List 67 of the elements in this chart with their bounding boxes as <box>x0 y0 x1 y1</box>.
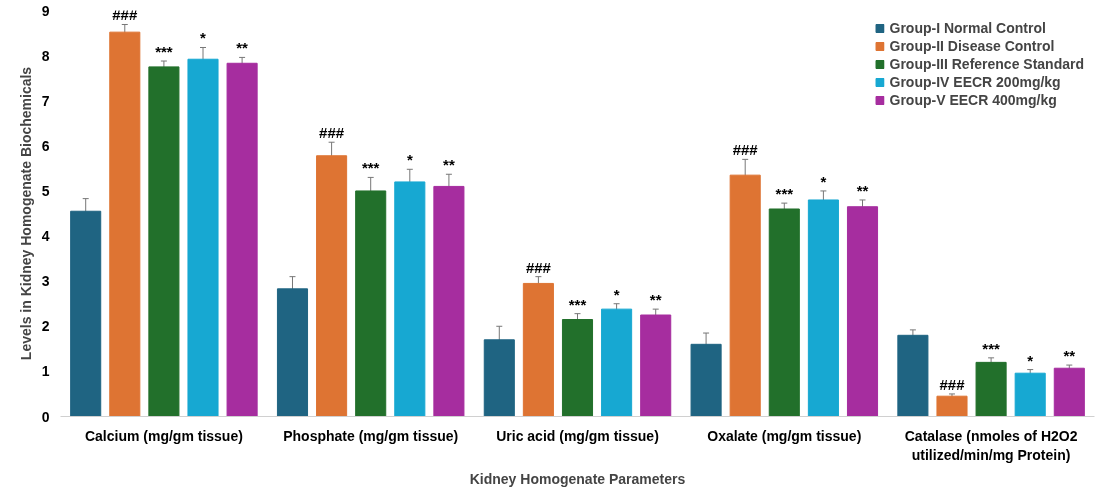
y-tick-label: 9 <box>41 2 50 19</box>
legend-label: Group-I Normal Control <box>889 20 1046 36</box>
bar <box>316 155 348 417</box>
bar <box>187 58 219 417</box>
bar <box>1014 372 1046 417</box>
data-label: ### <box>525 258 552 276</box>
bar <box>522 282 554 417</box>
data-label: *** <box>361 159 380 177</box>
y-tick-label: 4 <box>41 228 50 245</box>
bar <box>846 206 879 417</box>
y-tick-label: 1 <box>41 363 50 380</box>
bar <box>561 319 594 417</box>
bar <box>690 343 722 417</box>
bar <box>975 361 1007 417</box>
bar <box>70 210 102 417</box>
data-label: *** <box>982 339 1001 357</box>
data-label: * <box>200 29 207 47</box>
bar <box>1053 367 1085 417</box>
data-label: ** <box>236 39 249 57</box>
data-label: ### <box>732 141 759 159</box>
data-label: ** <box>649 291 662 309</box>
bar <box>355 190 387 417</box>
data-label: * <box>406 151 413 169</box>
data-label: ** <box>856 181 869 199</box>
bar <box>276 288 309 417</box>
data-label: ** <box>1063 347 1076 365</box>
bar <box>109 31 141 417</box>
bar <box>768 208 800 417</box>
data-label: * <box>613 285 620 303</box>
data-label: *** <box>775 185 794 203</box>
legend-label: Group-II Disease Control <box>889 38 1055 54</box>
y-tick-label: 5 <box>41 182 50 199</box>
legend-label: Group-III Reference Standard <box>889 56 1084 72</box>
y-tick-label: 0 <box>41 408 50 425</box>
bar <box>601 308 633 417</box>
bar <box>148 66 180 417</box>
data-label: ### <box>319 124 345 142</box>
x-tick-label: Calcium (mg/gm tissue) <box>84 427 243 444</box>
bar <box>226 62 258 417</box>
x-tick-label: Phosphate (mg/gm tissue) <box>283 427 459 444</box>
data-label: * <box>1027 351 1034 369</box>
bar <box>394 181 426 417</box>
data-label: *** <box>155 43 173 61</box>
y-tick-label: 6 <box>41 137 50 154</box>
bar <box>640 314 672 417</box>
x-tick-label: Oxalate (mg/gm tissue) <box>707 427 862 444</box>
bar <box>729 174 761 417</box>
data-label: ### <box>939 375 966 393</box>
x-tick-label: Uric acid (mg/gm tissue) <box>496 427 659 444</box>
data-label: *** <box>568 295 587 313</box>
data-label: ** <box>443 156 455 174</box>
legend-label: Group-IV EECR 200mg/kg <box>889 74 1061 90</box>
x-axis-title: Kidney Homogenate Parameters <box>469 470 686 487</box>
y-tick-label: 7 <box>41 92 50 109</box>
y-tick-label: 8 <box>41 47 50 64</box>
legend-label: Group-V EECR 400mg/kg <box>889 92 1057 108</box>
data-label: ### <box>112 6 138 24</box>
bar <box>936 395 968 417</box>
bar <box>807 199 839 417</box>
x-tick-label: Catalase (nmoles of H2O2 utilized/min/mg Protein) <box>904 427 1078 463</box>
y-tick-label: 3 <box>41 273 50 290</box>
bar <box>433 185 465 417</box>
data-label: * <box>820 172 827 190</box>
y-axis-title: Levels in Kidney Homogenate Biochemicals <box>17 66 34 361</box>
y-tick-label: 2 <box>41 318 50 335</box>
bar <box>897 334 929 417</box>
bar <box>483 339 515 417</box>
